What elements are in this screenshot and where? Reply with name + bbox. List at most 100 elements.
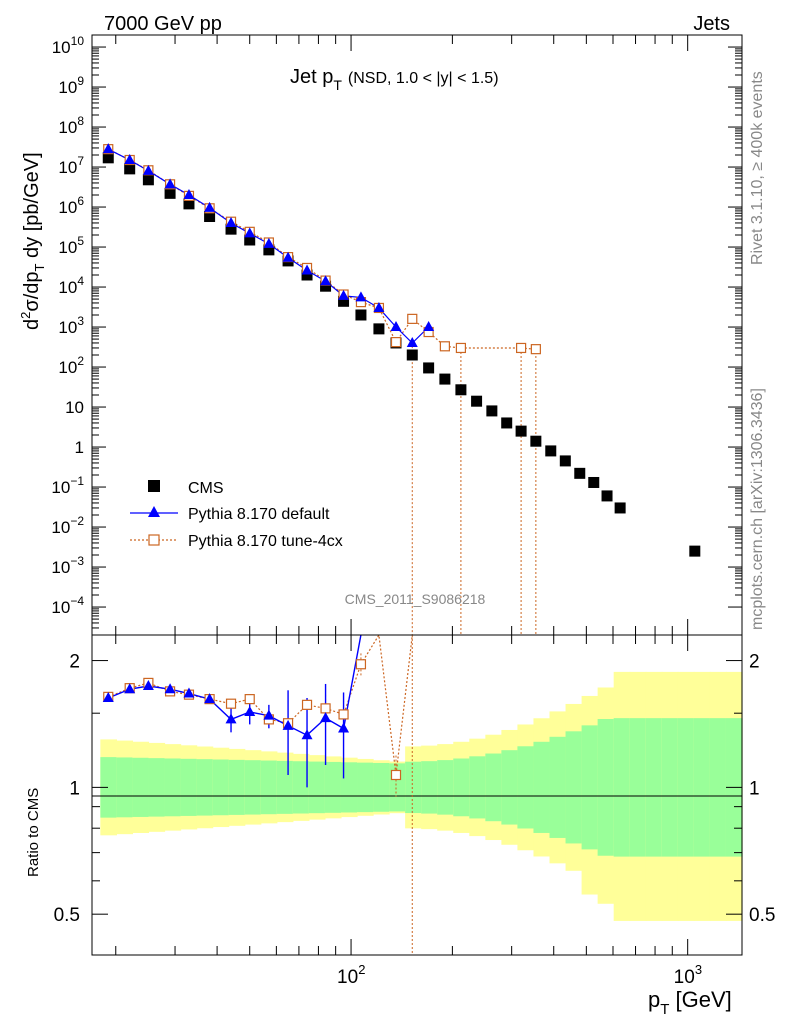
- legend-default-label: Pythia 8.170 default: [188, 506, 330, 523]
- ratio-default-point: [301, 729, 313, 740]
- ratio-default-point: [102, 691, 114, 702]
- band-inner-bin: [180, 758, 198, 816]
- default-point: [373, 301, 385, 312]
- ratio-default-point: [320, 712, 332, 723]
- cms-point: [338, 295, 350, 307]
- ratio-tune-point: [301, 699, 313, 710]
- band-inner-bin: [485, 753, 502, 822]
- tune-point: [530, 344, 541, 355]
- ratio-default-point: [142, 680, 154, 691]
- band-inner-bin: [324, 761, 342, 813]
- band-inner-bin: [132, 757, 150, 817]
- watermark: CMS_2011_S9086218: [345, 591, 486, 607]
- cms-point: [545, 445, 557, 457]
- cms-point: [689, 545, 701, 557]
- tune-line: [108, 148, 536, 350]
- ratio-tune-point: [320, 703, 331, 714]
- cms-point: [471, 395, 483, 407]
- band-inner-bin: [421, 761, 438, 814]
- band-inner-bin: [549, 736, 567, 838]
- cms-point: [614, 502, 626, 514]
- y-tick-label: 107: [58, 154, 84, 177]
- cms-point: [183, 198, 195, 210]
- band-inner-bin: [677, 718, 695, 857]
- band-inner-bin: [260, 760, 278, 815]
- cms-point: [124, 163, 136, 175]
- cms-point: [301, 269, 313, 281]
- x-axis-label: pT [GeV]: [648, 987, 732, 1018]
- y-tick-label: 104: [58, 274, 84, 297]
- y-tick-label: 10−3: [51, 554, 84, 577]
- band-inner-bin: [613, 718, 631, 857]
- default-point: [142, 164, 154, 175]
- cms-point: [164, 187, 176, 199]
- y-tick-label: 105: [58, 234, 84, 257]
- default-point: [423, 321, 435, 332]
- band-inner-bin: [340, 762, 358, 813]
- y-tick-label: 108: [58, 114, 84, 137]
- header-left: 7000 GeV pp: [104, 13, 222, 35]
- default-point: [225, 216, 237, 227]
- default-point: [338, 289, 350, 300]
- y-tick-label: 10: [65, 398, 84, 417]
- y-tick-label: 1: [75, 438, 84, 457]
- default-point: [102, 143, 114, 154]
- ratio-tick-label-right: 2: [749, 652, 760, 673]
- band-inner-bin: [357, 762, 374, 813]
- cms-point: [244, 234, 256, 246]
- legend-tune-label: Pythia 8.170 tune-4cx: [188, 533, 343, 550]
- default-point: [124, 153, 136, 164]
- cms-point: [439, 373, 451, 385]
- default-point: [282, 251, 294, 262]
- y-axis-label: d2σ/dpT dy [pb/GeV]: [18, 152, 47, 330]
- ratio-tick-label: 1: [69, 778, 80, 799]
- cms-point: [373, 323, 385, 335]
- upper-panel: 10−4 10−3 10−2 10−1 1 10 102 103 104 105 106 107 108…: [51, 34, 743, 636]
- band-inner-bin: [693, 718, 711, 857]
- band-inner-bin: [629, 718, 647, 857]
- band-inner-bin: [581, 725, 599, 850]
- band-inner-bin: [308, 761, 326, 814]
- header-right: Jets: [693, 13, 730, 35]
- cms-point: [225, 223, 237, 235]
- band-inner-bin: [196, 759, 214, 816]
- ratio-tick-label-right: 0.5: [749, 905, 775, 926]
- ratio-tune-point: [338, 709, 349, 720]
- default-point: [164, 178, 176, 189]
- y-tick-label: 10−4: [51, 594, 84, 617]
- band-inner-bin: [116, 757, 134, 818]
- band-inner-bin: [661, 718, 679, 857]
- ratio-tune-point: [225, 698, 237, 709]
- band-inner-bin: [212, 759, 230, 816]
- ratio-axis-label: Ratio to CMS: [25, 788, 42, 877]
- tune-point: [439, 341, 450, 352]
- band-inner-bin: [373, 762, 390, 812]
- default-point: [183, 189, 195, 199]
- band-inner-bin: [164, 758, 182, 817]
- cms-point: [263, 244, 275, 256]
- ratio-tick-label: 0.5: [54, 905, 80, 926]
- ratio-default-point: [338, 722, 350, 733]
- band-inner-bin: [453, 758, 470, 817]
- band-inner-bin: [709, 718, 727, 857]
- default-point: [301, 264, 313, 275]
- y-tick-label: 109: [58, 74, 84, 97]
- ratio-default-point: [183, 687, 195, 698]
- plot-title: Jet pT (NSD, 1.0 < |y| < 1.5): [290, 66, 499, 93]
- default-point: [263, 237, 275, 248]
- tune-point: [407, 313, 418, 324]
- ratio-tune-point: [244, 694, 255, 705]
- mcplots-label: mcplots.cern.ch [arXiv:1306.3436]: [749, 388, 766, 630]
- lower-frame: [91, 634, 743, 956]
- band-inner-bin: [501, 750, 519, 825]
- tune-point: [390, 337, 402, 348]
- lower-panel: 102 103 0.5 0.5 1 1 2 2: [54, 633, 775, 988]
- ratio-default-point: [244, 705, 256, 716]
- legend-cms-marker: [148, 480, 160, 492]
- x-tick-label-100: 102: [337, 962, 365, 988]
- band-inner-bin: [100, 757, 117, 818]
- cms-point: [559, 455, 571, 467]
- band-inner-bin: [645, 718, 663, 857]
- cms-point: [355, 309, 367, 321]
